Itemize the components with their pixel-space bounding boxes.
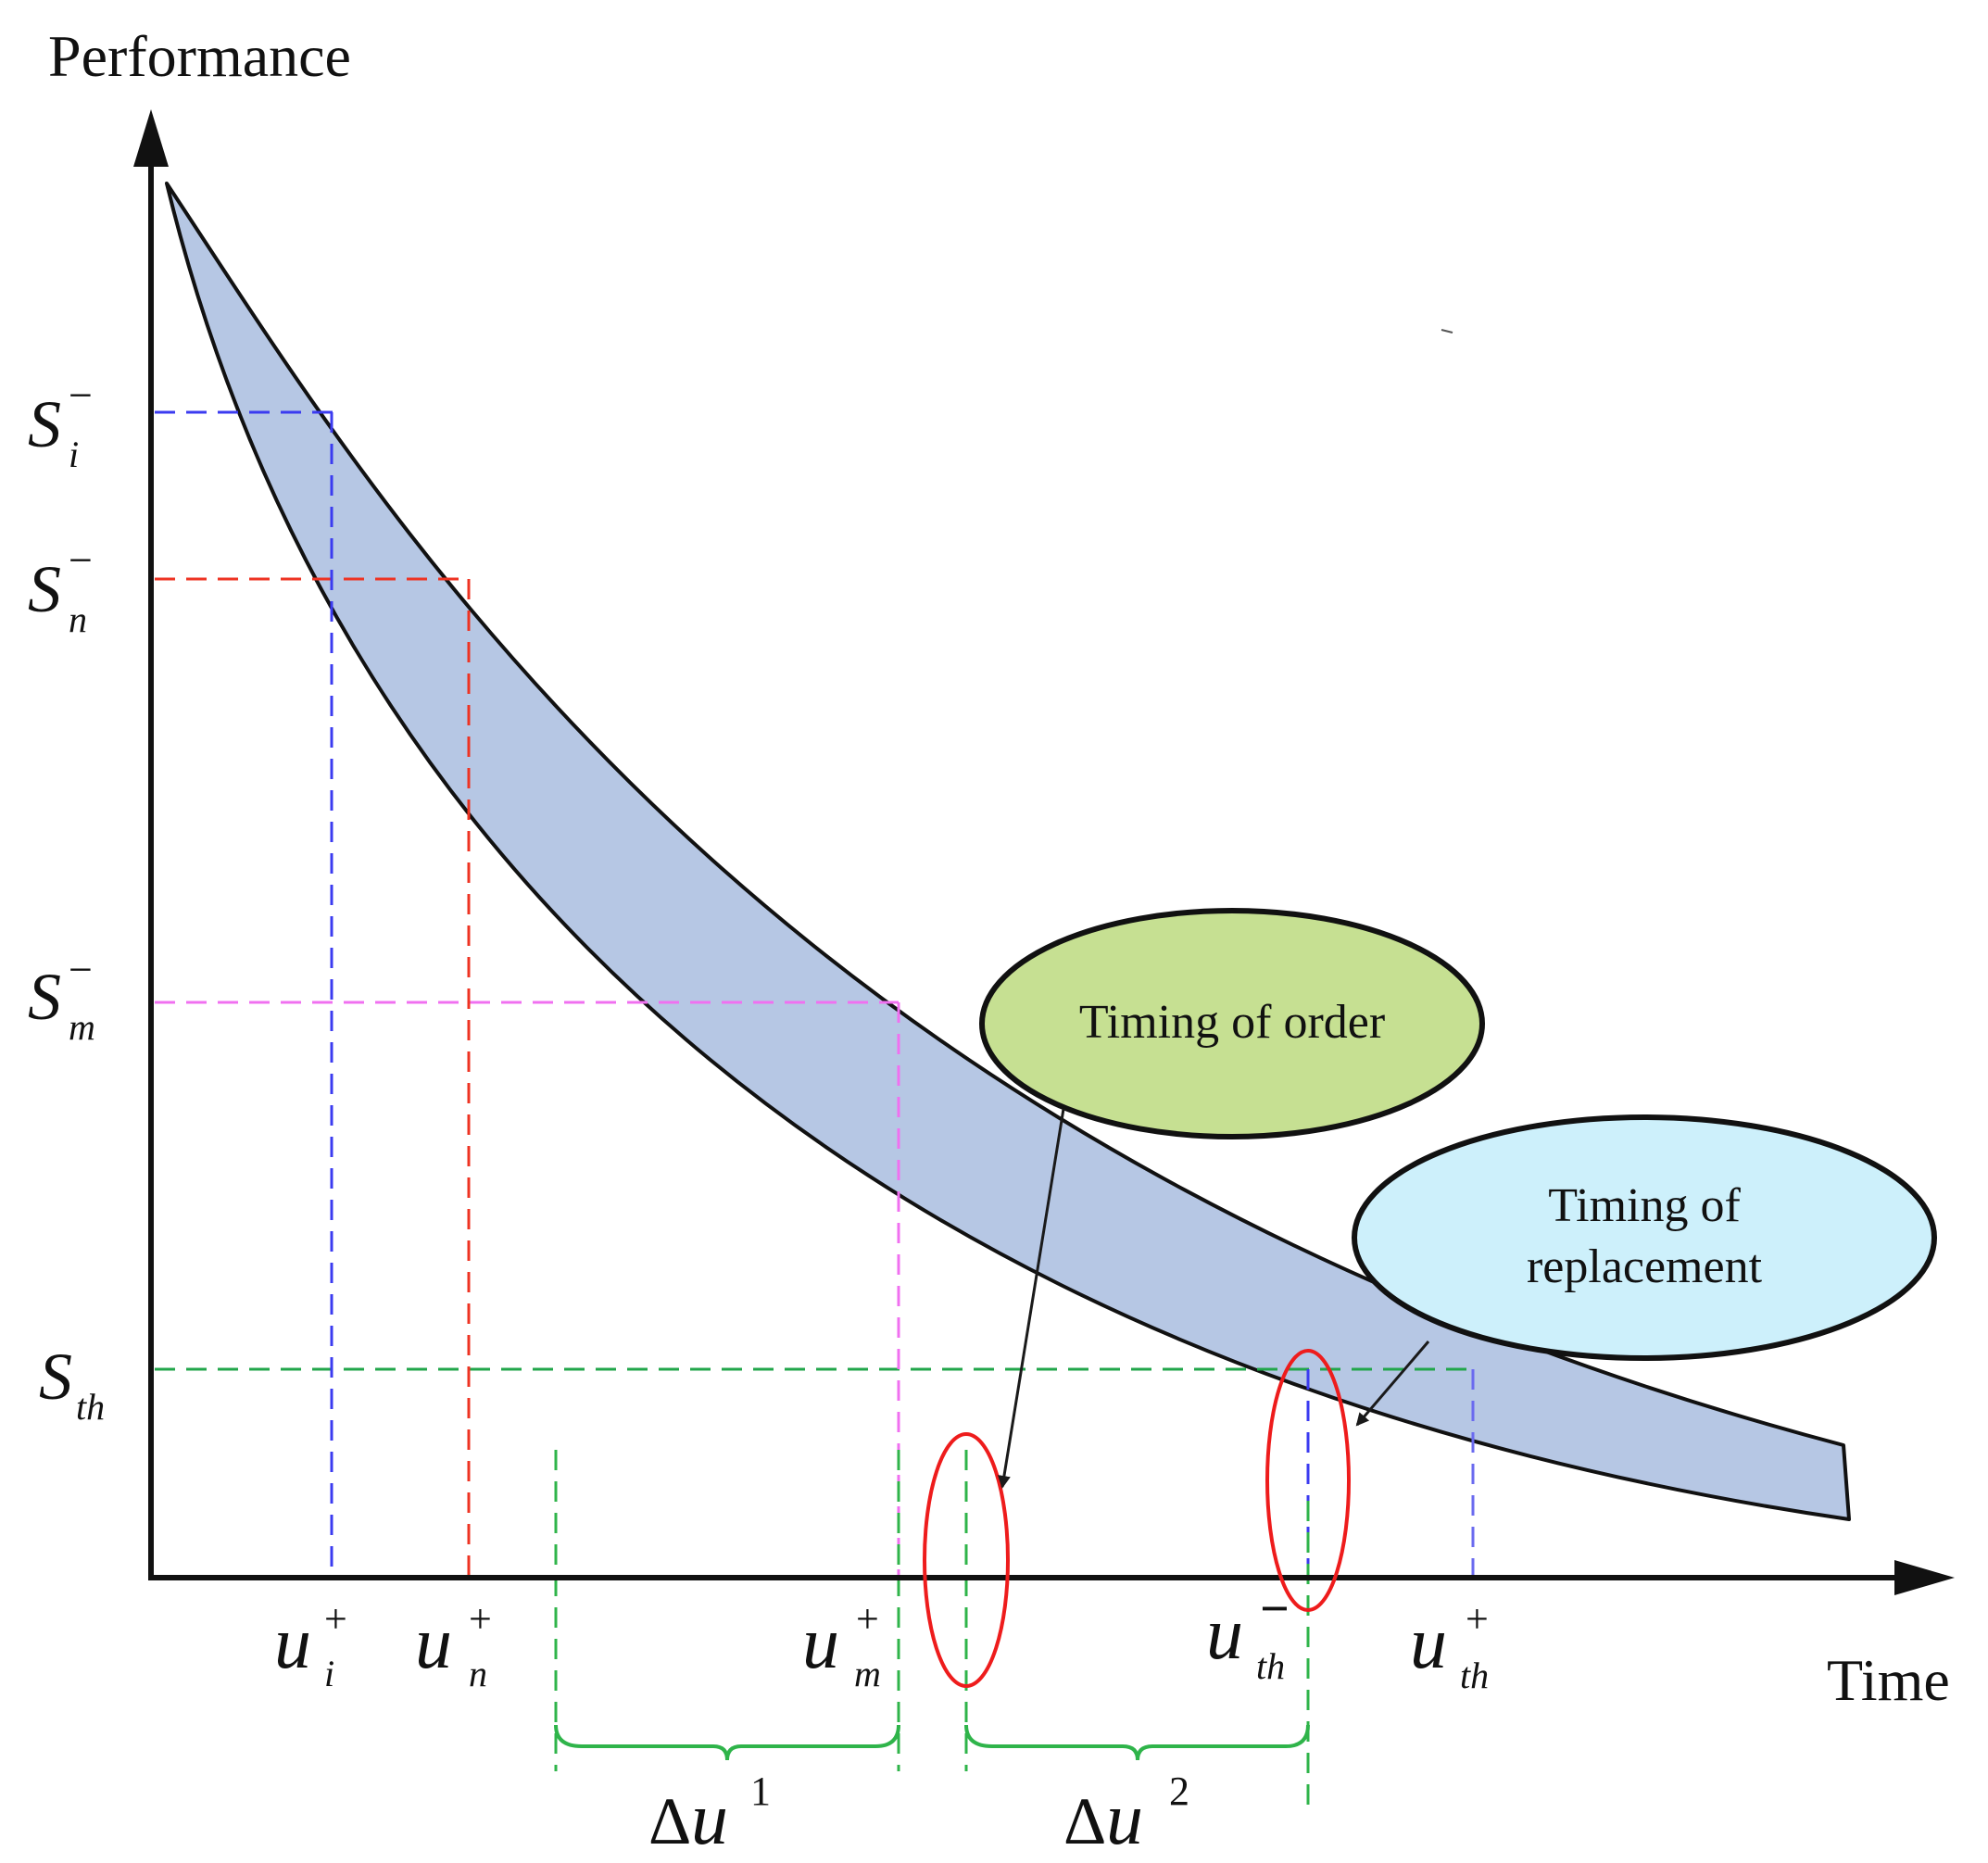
svg-text:+: + (856, 1596, 879, 1642)
order-timing-highlight (923, 1432, 1010, 1688)
svg-text:i: i (324, 1653, 334, 1694)
x-axis-arrowhead (1894, 1560, 1955, 1595)
x-tick-u-th-minus: u − th (1206, 1580, 1290, 1687)
svg-text:−: − (1260, 1580, 1290, 1638)
svg-text:th: th (1460, 1655, 1489, 1696)
svg-text:u: u (802, 1603, 839, 1684)
svg-text:u: u (1206, 1593, 1243, 1675)
order-callout-bubble (979, 908, 1485, 1139)
x-tick-u-i: u + i (274, 1596, 347, 1694)
y-axis-arrowhead (133, 109, 169, 167)
svg-text:n: n (69, 598, 87, 640)
degradation-band (165, 182, 1851, 1521)
svg-text:th: th (1256, 1645, 1285, 1687)
replacement-timing-highlight (1265, 1349, 1351, 1612)
svg-text:i: i (69, 434, 79, 475)
svg-text:S: S (28, 552, 61, 626)
order-callout-label: Timing of order (1079, 996, 1385, 1049)
y-tick-s-m: S − m (28, 946, 95, 1048)
svg-text:1: 1 (750, 1769, 771, 1814)
svg-text:S: S (28, 960, 61, 1034)
x-tick-u-n: u + n (415, 1596, 492, 1694)
svg-text:−: − (69, 536, 93, 584)
svg-text:+: + (469, 1596, 492, 1642)
stray-mark (1441, 329, 1453, 334)
svg-text:u: u (1410, 1603, 1447, 1684)
replacement-callout-line1: Timing of (1548, 1179, 1741, 1232)
svg-text:Δ: Δ (648, 1784, 691, 1858)
svg-text:S: S (28, 387, 61, 461)
svg-text:Δ: Δ (1063, 1784, 1106, 1858)
replacement-callout-pointer (1355, 1341, 1430, 1427)
svg-text:u: u (691, 1779, 728, 1860)
replacement-callout-bubble (1352, 1114, 1937, 1361)
svg-text:u: u (274, 1603, 311, 1684)
svg-text:m: m (69, 1006, 95, 1048)
interval2-bracket (964, 1724, 1310, 1761)
y-tick-s-n: S − n (28, 536, 93, 640)
interval1-label: Δ u 1 (648, 1769, 771, 1860)
svg-text:−: − (69, 946, 93, 993)
x-axis-label: Time (1827, 1647, 1950, 1713)
y-axis-label: Performance (48, 23, 351, 89)
svg-text:u: u (1106, 1779, 1143, 1860)
svg-text:S: S (39, 1340, 72, 1414)
order-callout-pointer (998, 1108, 1065, 1489)
svg-text:th: th (76, 1386, 105, 1428)
svg-text:u: u (415, 1603, 452, 1684)
y-tick-s-th: S th (39, 1340, 105, 1428)
svg-text:+: + (324, 1596, 347, 1642)
interval2-label: Δ u 2 (1063, 1769, 1189, 1860)
svg-text:2: 2 (1169, 1769, 1189, 1814)
y-tick-s-i: S − i (28, 371, 93, 475)
replacement-callout-line2: replacement (1527, 1240, 1763, 1293)
svg-text:−: − (69, 371, 93, 419)
svg-text:+: + (1466, 1596, 1489, 1642)
svg-text:n: n (469, 1653, 487, 1694)
interval1-bracket (554, 1724, 900, 1761)
x-tick-u-m: u + m (802, 1596, 881, 1694)
x-tick-u-th-plus: u + th (1410, 1596, 1489, 1696)
svg-text:m: m (854, 1653, 881, 1694)
